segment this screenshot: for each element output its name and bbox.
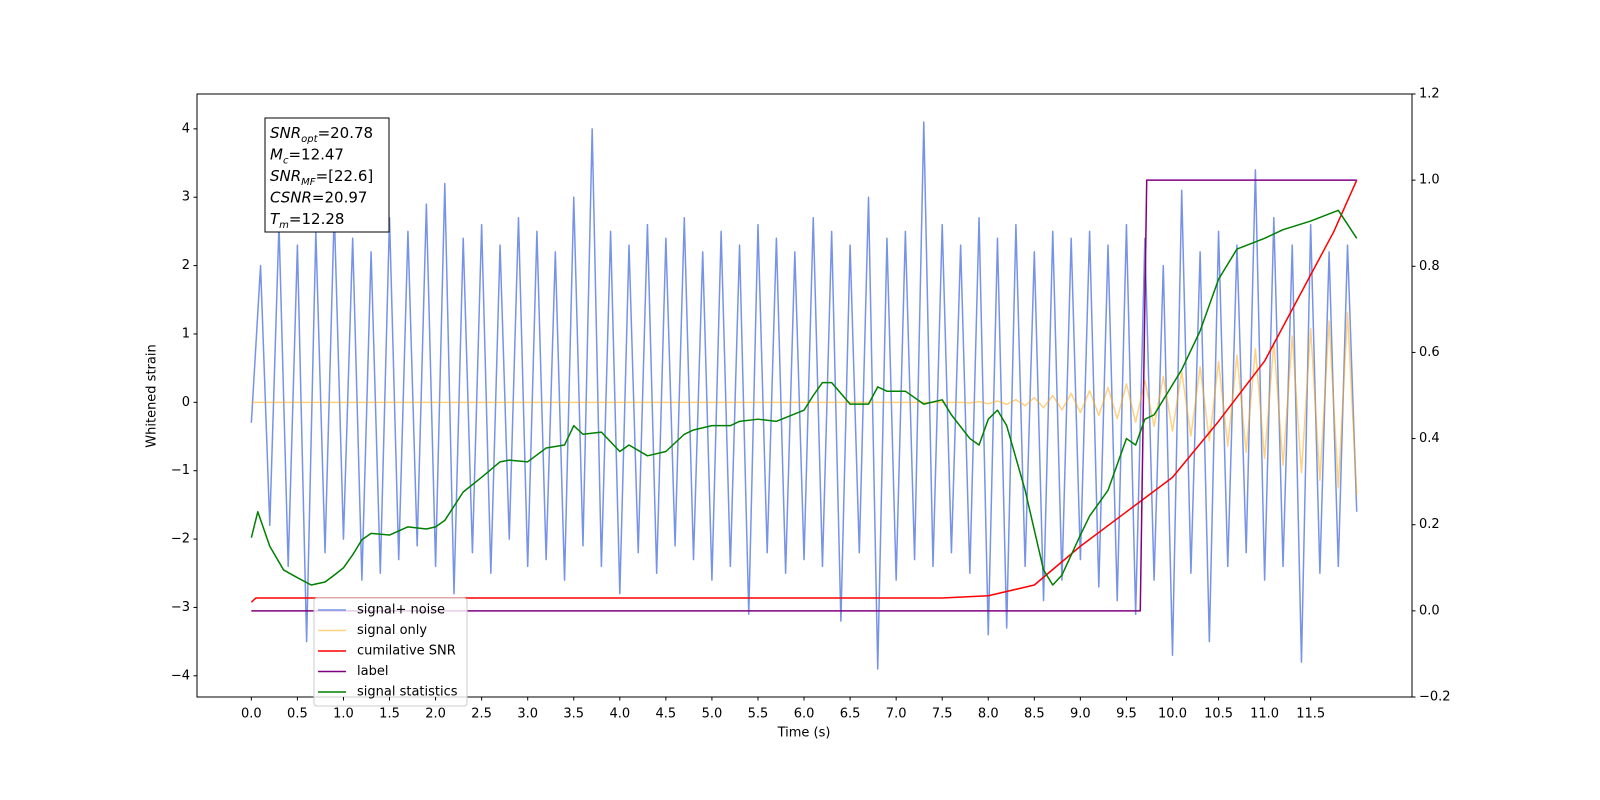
legend-frame	[313, 597, 468, 707]
annotation-value: =12.47	[288, 145, 344, 163]
x-tick-label: 7.5	[932, 707, 953, 722]
x-tick-label: 2.0	[425, 707, 446, 722]
y-tick-label: −2	[171, 532, 190, 547]
annotation: SNRopt=20.78	[270, 124, 373, 145]
annotation-sub: c	[283, 155, 289, 166]
y-tick-label: 2	[182, 258, 190, 273]
annotation-value: =12.28	[289, 210, 345, 228]
y2-tick-label: −0.2	[1419, 690, 1451, 705]
legend-label: cumilative SNR	[357, 644, 456, 659]
x-tick-label: 10.5	[1204, 707, 1233, 722]
x-tick-label: 9.0	[1070, 707, 1091, 722]
y2-tick-label: 1.0	[1419, 173, 1440, 188]
legend-label: signal only	[357, 623, 427, 638]
y-tick-label: 4	[182, 121, 190, 136]
y-tick-label: 1	[182, 326, 190, 341]
annotation-value: =20.97	[312, 188, 368, 206]
annotation-sub: opt	[301, 134, 318, 145]
x-tick-label: 1.5	[379, 707, 400, 722]
x-tick-label: 0.0	[241, 707, 262, 722]
x-tick-label: 11.0	[1250, 707, 1279, 722]
y-tick-label: −4	[171, 668, 190, 683]
annotation-frame	[264, 117, 390, 233]
x-tick-label: 5.0	[702, 707, 723, 722]
series-line	[250, 209, 1358, 586]
annotation-value: =20.78	[318, 124, 374, 142]
series-line	[251, 312, 1358, 495]
x-tick-label: 8.5	[1024, 707, 1045, 722]
annotation-base: M	[270, 145, 283, 163]
x-tick-label: 8.0	[978, 707, 999, 722]
y-tick-label: 3	[182, 190, 190, 205]
series-line	[250, 179, 1358, 603]
y-tick-label: −1	[171, 463, 190, 478]
annotation: Mc=12.47	[270, 145, 344, 166]
x-axis-label: Time (s)	[777, 726, 831, 741]
legend: signal+ noise signal only cumilative SNR la…	[313, 597, 468, 707]
y2-tick-label: 0.2	[1419, 517, 1440, 532]
x-tick-label: 3.5	[563, 707, 584, 722]
y2-tick-label: 0.4	[1419, 431, 1440, 446]
series-line	[250, 121, 1358, 670]
x-tick-label: 7.0	[886, 707, 907, 722]
annotation-base: SNR	[270, 167, 301, 185]
annotation: CSNR=20.97	[270, 188, 367, 206]
annotation-box: SNRopt=20.78Mc=12.47SNRMF=[22.6]CSNR=20.…	[264, 117, 390, 233]
x-tick-label: 6.5	[840, 707, 861, 722]
x-tick-label: 9.5	[1116, 707, 1137, 722]
legend-label: signal statistics	[357, 685, 458, 700]
x-tick-label: 4.0	[609, 707, 630, 722]
annotation: Tm=12.28	[270, 210, 344, 231]
y2-tick-label: 1.2	[1419, 87, 1440, 102]
x-tick-label: 4.5	[656, 707, 677, 722]
x-tick-label: 6.0	[794, 707, 815, 722]
y-tick-label: −3	[171, 600, 190, 615]
y-axis-label: Whitened strain	[145, 344, 160, 447]
legend-label: signal+ noise	[357, 603, 445, 618]
annotation-base: SNR	[270, 124, 301, 142]
plot-area	[250, 121, 1358, 670]
x-tick-label: 11.5	[1296, 707, 1325, 722]
annotation-base: T	[270, 210, 281, 228]
x-tick-label: 5.5	[748, 707, 769, 722]
y-tick-label: 0	[182, 395, 190, 410]
series-line	[251, 179, 1357, 612]
x-tick-label: 10.0	[1158, 707, 1187, 722]
annotation-sub: MF	[301, 177, 316, 188]
y2-tick-label: 0.6	[1419, 345, 1440, 360]
annotation-base: CSNR	[270, 188, 312, 206]
annotation-value: =[22.6]	[316, 167, 374, 185]
x-tick-label: 3.0	[517, 707, 538, 722]
y2-tick-label: 0.8	[1419, 259, 1440, 274]
x-tick-label: 1.0	[333, 707, 354, 722]
annotation-sub: m	[279, 220, 289, 231]
annotation: SNRMF=[22.6]	[270, 167, 373, 188]
x-tick-label: 0.5	[287, 707, 308, 722]
y2-tick-label: 0.0	[1419, 603, 1440, 618]
x-tick-label: 2.5	[471, 707, 492, 722]
legend-label: label	[357, 664, 388, 679]
